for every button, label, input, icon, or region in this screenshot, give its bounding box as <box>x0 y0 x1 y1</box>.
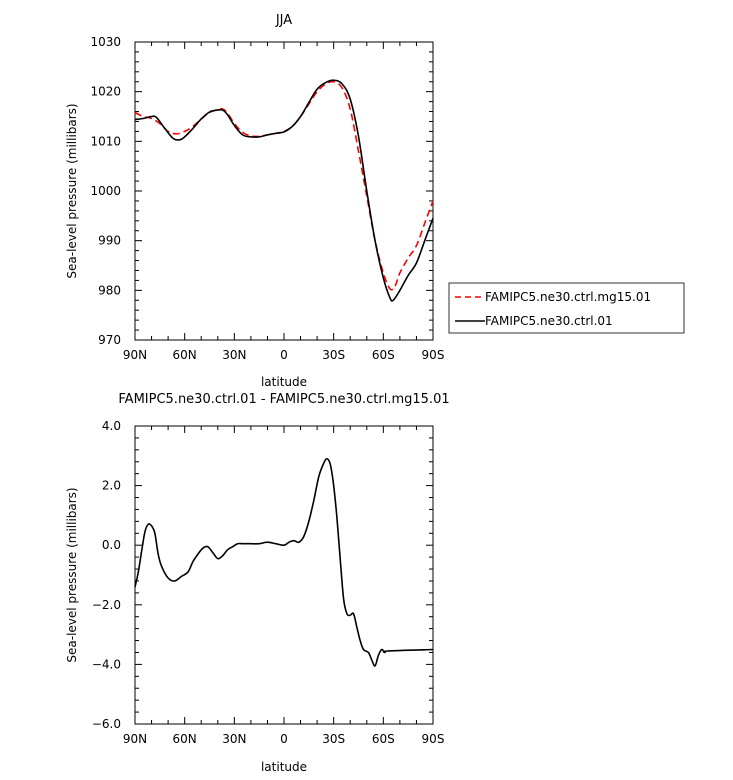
legend-label-mg15: FAMIPC5.ne30.ctrl.mg15.01 <box>485 290 651 304</box>
y-tick-label: 990 <box>98 234 121 248</box>
top-x-axis: 90N 60N 30N 0 30S 60S 90S <box>123 42 445 362</box>
top-x-axis-label: latitude <box>261 375 307 389</box>
x-tick-label: 60S <box>372 348 395 362</box>
bottom-x-axis: 90N 60N 30N 0 30S 60S 90S <box>123 426 445 746</box>
legend-box <box>448 282 685 334</box>
legend: FAMIPC5.ne30.ctrl.mg15.01 FAMIPC5.ne30.c… <box>448 282 685 334</box>
x-tick-label: 30S <box>322 732 345 746</box>
top-panel: JJA 90N 60N 30N 0 30S 60S 90S 970 980 990 1000 101… <box>65 13 685 389</box>
y-tick-label: 980 <box>98 283 121 297</box>
top-series-lines <box>134 79 434 302</box>
y-tick-label: −2.0 <box>92 598 121 612</box>
bottom-series-lines <box>134 457 434 667</box>
y-tick-label: 970 <box>98 333 121 347</box>
y-tick-label: 2.0 <box>102 479 121 493</box>
bottom-panel: FAMIPC5.ne30.ctrl.01 - FAMIPC5.ne30.ctrl… <box>65 392 450 774</box>
x-tick-label: 60N <box>173 348 197 362</box>
x-tick-label: 90S <box>422 348 445 362</box>
x-tick-label: 0 <box>280 348 288 362</box>
series-line-0 <box>134 457 434 667</box>
bottom-y-axis: −6.0 −4.0 −2.0 0.0 2.0 4.0 <box>92 419 433 731</box>
series-line-0 <box>134 80 434 291</box>
y-tick-label: 4.0 <box>102 419 121 433</box>
y-tick-label: 1000 <box>90 184 121 198</box>
y-tick-label: 1010 <box>90 134 121 148</box>
legend-label-ctrl: FAMIPC5.ne30.ctrl.01 <box>485 314 613 328</box>
x-tick-label: 90N <box>123 732 147 746</box>
x-tick-label: 0 <box>280 732 288 746</box>
bottom-chart-title: FAMIPC5.ne30.ctrl.01 - FAMIPC5.ne30.ctrl… <box>118 392 449 407</box>
y-tick-label: 1020 <box>90 85 121 99</box>
x-tick-label: 30S <box>322 348 345 362</box>
x-tick-label: 90N <box>123 348 147 362</box>
x-tick-label: 30N <box>222 348 246 362</box>
x-tick-label: 60S <box>372 732 395 746</box>
y-tick-label: −6.0 <box>92 717 121 731</box>
top-chart-title: JJA <box>275 13 292 28</box>
x-tick-label: 30N <box>222 732 246 746</box>
x-tick-label: 90S <box>422 732 445 746</box>
top-y-axis-label: Sea-level pressure (millibars) <box>65 103 79 278</box>
x-tick-label: 60N <box>173 732 197 746</box>
y-tick-label: −4.0 <box>92 657 121 671</box>
top-y-axis: 970 980 990 1000 1010 1020 1030 <box>90 35 433 347</box>
bottom-plot-frame <box>134 425 434 725</box>
bottom-x-axis-label: latitude <box>261 760 307 774</box>
series-line-1 <box>134 79 434 302</box>
y-tick-label: 0.0 <box>102 538 121 552</box>
y-tick-label: 1030 <box>90 35 121 49</box>
bottom-y-axis-label: Sea-level pressure (millibars) <box>65 487 79 662</box>
